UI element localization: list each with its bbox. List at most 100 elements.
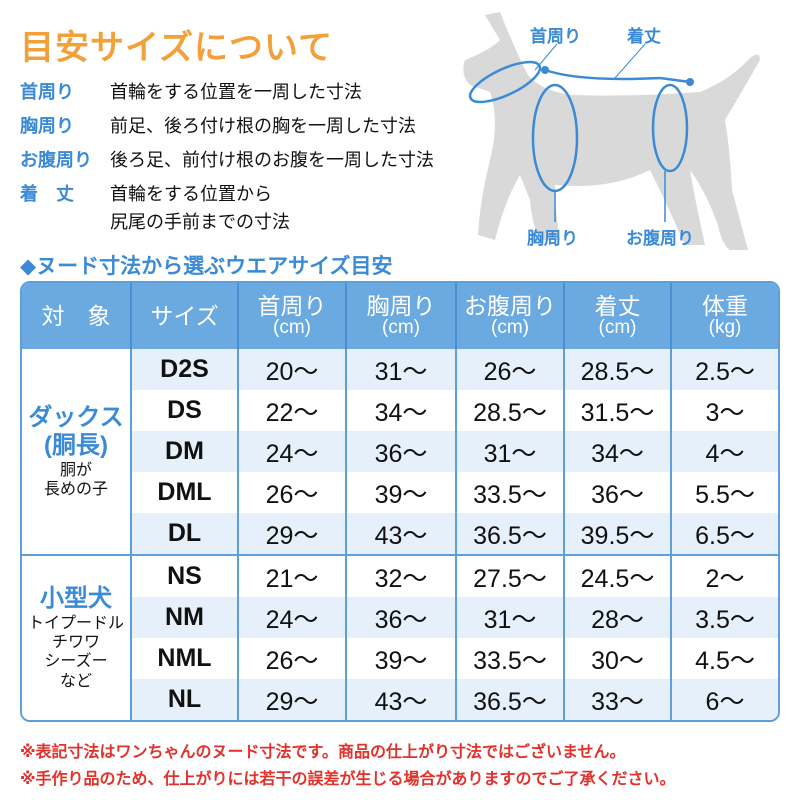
column-header-label: サイズ — [150, 302, 219, 329]
measurement-cell: 6.5〜 — [672, 513, 778, 554]
group-cell: 小型犬トイプードル チワワ シーズー など — [22, 554, 132, 720]
column-header: 対 象 — [22, 283, 132, 349]
measurement-cell: 3.5〜 — [672, 597, 778, 638]
column-header: お腹周り (cm) — [457, 283, 565, 349]
definition-desc: 首輪をする位置を一周した寸法 — [110, 82, 362, 102]
definition-desc: 後ろ足、前付け根のお腹を一周した寸法 — [110, 150, 434, 170]
table-row: NML 26〜 39〜 33.5〜 30〜 4.5〜 — [22, 638, 778, 679]
group-description: トイプードル — [27, 615, 124, 633]
column-header: サイズ — [132, 283, 239, 349]
measurement-cell: 36〜 — [565, 472, 672, 513]
measurement-cell: 31〜 — [347, 349, 457, 390]
measurement-cell: 4〜 — [672, 431, 778, 472]
group-description: シーズー — [44, 653, 108, 671]
measurement-cell: 36.5〜 — [457, 513, 565, 554]
measurement-cell: 26〜 — [457, 349, 565, 390]
group-description: 長めの子 — [43, 481, 108, 499]
measurement-cell: 36.5〜 — [457, 679, 565, 720]
table-body: ダックス (胴長) 胴が 長めの子 D2S 20〜 31〜 26〜 28.5〜 2.5〜 DS 22〜… — [22, 349, 778, 720]
measurement-cell: 2〜 — [672, 554, 778, 597]
measurement-cell: 31.5〜 — [565, 390, 672, 431]
length-leader-line — [614, 43, 646, 79]
length-end-dot-icon — [686, 78, 694, 86]
group-name: ダックス — [28, 403, 124, 431]
size-table: 対 象サイズ 首周り (cm) 胸周り (cm) お腹周り (cm) 着丈 (cm) 体重 (kg)… — [20, 281, 780, 722]
diagram-label-length: 着丈 — [627, 27, 661, 46]
measurement-cell: 28〜 — [565, 597, 672, 638]
table-title: ◆ヌード寸法から選ぶウエアサイズ目安 — [20, 255, 393, 278]
table-row: DM 24〜 36〜 31〜 34〜 4〜 — [22, 431, 778, 472]
column-header-unit: (cm) — [382, 317, 420, 339]
measurement-cell: 2.5〜 — [672, 349, 778, 390]
table-row: DML 26〜 39〜 33.5〜 36〜 5.5〜 — [22, 472, 778, 513]
length-start-dot-icon — [541, 66, 549, 74]
column-header-label: 胸周り — [366, 292, 436, 319]
measurement-cell: 33〜 — [565, 679, 672, 720]
page-title: 目安サイズについて — [20, 29, 333, 67]
column-header-unit: (cm) — [273, 317, 311, 339]
diagram-label-chest: 胸周り — [527, 229, 578, 248]
column-header-unit: (kg) — [708, 317, 742, 339]
column-header-unit: (cm) — [491, 317, 529, 339]
definition-desc: 尻尾の手前までの寸法 — [110, 212, 290, 232]
measurement-cell: 20〜 — [239, 349, 347, 390]
group-description: など — [59, 672, 92, 690]
group-description: 胴が — [59, 462, 92, 480]
neck-measure-icon — [468, 60, 542, 104]
size-cell: DS — [132, 390, 239, 431]
definition-term: 着 丈 — [20, 184, 74, 204]
measurement-cell: 28.5〜 — [457, 390, 565, 431]
group-description: チワワ — [51, 634, 100, 652]
note-handmade: ※手作り品のため、仕上がりには若干の誤差が生じる場合がありますのでご了承ください… — [20, 771, 676, 788]
measurement-cell: 33.5〜 — [457, 472, 565, 513]
size-cell: NL — [132, 679, 239, 720]
measurement-cell: 29〜 — [239, 679, 347, 720]
table-row: 小型犬 トイプードル チワワ シーズー など NS 21〜 32〜 27.5〜 24.5〜 2〜 — [22, 554, 778, 720]
dog-silhouette-icon — [463, 12, 760, 250]
measurement-cell: 32〜 — [347, 554, 457, 597]
table-row: NM 24〜 36〜 31〜 28〜 3.5〜 — [22, 597, 778, 638]
diagram-label-belly: お腹周り — [626, 229, 694, 248]
size-cell: NM — [132, 597, 239, 638]
group-name: 小型犬 — [40, 585, 112, 613]
column-header-label: 体重 — [702, 292, 748, 319]
table-row: DL 29〜 43〜 36.5〜 39.5〜 6.5〜 — [22, 513, 778, 554]
measurement-cell: 6〜 — [672, 679, 778, 720]
measurement-cell: 39.5〜 — [565, 513, 672, 554]
column-header: 着丈 (cm) — [565, 283, 672, 349]
size-cell: NML — [132, 638, 239, 679]
measurement-cell: 43〜 — [347, 679, 457, 720]
measurement-cell: 39〜 — [347, 638, 457, 679]
definition-desc: 首輪をする位置から — [110, 184, 272, 204]
measurement-cell: 26〜 — [239, 638, 347, 679]
measurement-cell: 43〜 — [347, 513, 457, 554]
measurement-cell: 34〜 — [565, 431, 672, 472]
definition-term: 胸周り — [20, 116, 74, 136]
measurement-cell: 31〜 — [457, 431, 565, 472]
belly-measure-icon — [651, 83, 689, 173]
column-header: 胸周り (cm) — [347, 283, 457, 349]
measurement-cell: 26〜 — [239, 472, 347, 513]
measurement-cell: 28.5〜 — [565, 349, 672, 390]
measurement-cell: 21〜 — [239, 554, 347, 597]
measurement-cell: 24.5〜 — [565, 554, 672, 597]
diagram-label-neck: 首周り — [530, 27, 581, 46]
column-header-unit: (cm) — [598, 317, 637, 339]
table-row: ダックス (胴長) 胴が 長めの子 D2S 20〜 31〜 26〜 28.5〜 2.5〜 — [22, 349, 778, 554]
measurement-cell: 27.5〜 — [457, 554, 565, 597]
table-row: DS 22〜 34〜 28.5〜 31.5〜 3〜 — [22, 390, 778, 431]
measurement-cell: 36〜 — [347, 597, 457, 638]
measurement-cell: 5.5〜 — [695, 480, 755, 509]
size-cell: D2S — [132, 349, 239, 390]
note-nude-size: ※表記寸法はワンちゃんのヌード寸法です。商品の仕上がり寸法ではございません。 — [20, 744, 626, 761]
measurement-cell: 31〜 — [457, 597, 565, 638]
group-cell: ダックス (胴長) 胴が 長めの子 — [22, 349, 132, 554]
definition-term: お腹周り — [20, 150, 92, 170]
column-header: 体重 (kg) — [672, 283, 778, 349]
measurement-cell: 30〜 — [565, 638, 672, 679]
measurement-cell: 34〜 — [347, 390, 457, 431]
column-header-label: お腹周り — [464, 292, 556, 319]
measurement-cell: 39〜 — [347, 472, 457, 513]
dog-diagram — [463, 12, 760, 250]
